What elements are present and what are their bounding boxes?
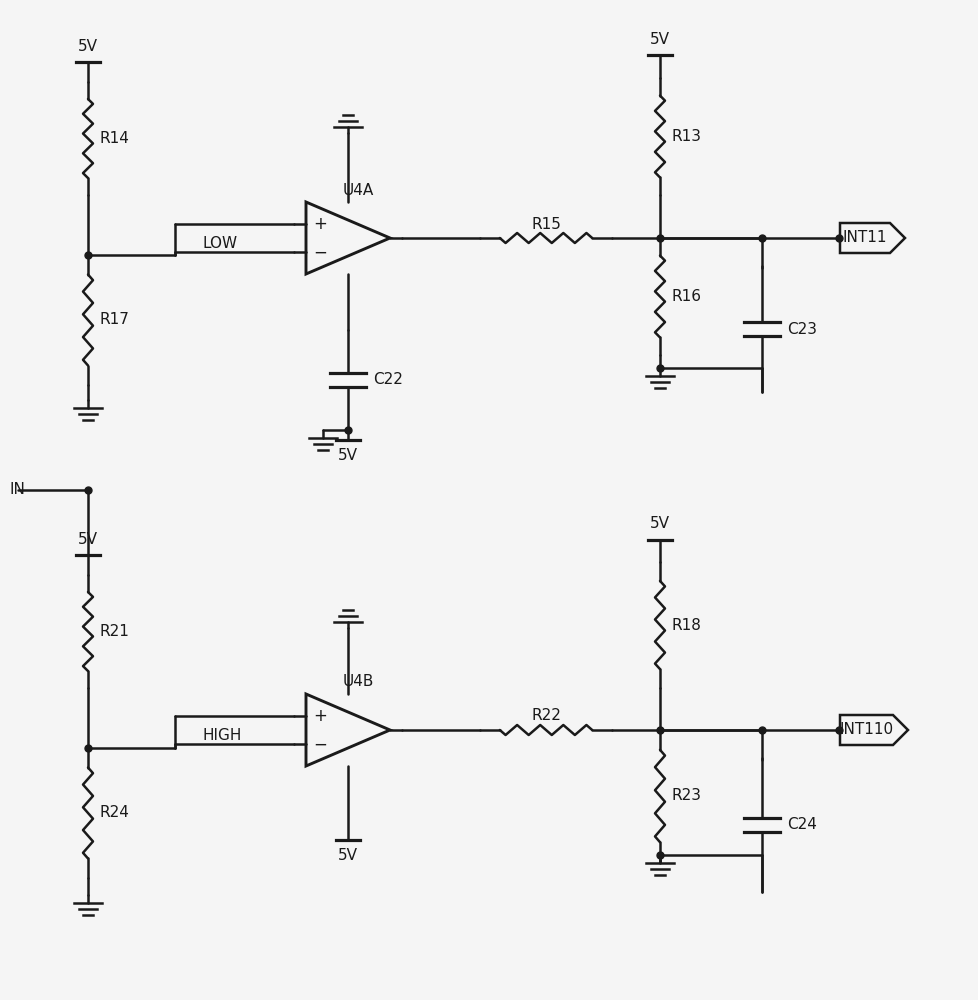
Text: −: − — [313, 735, 327, 753]
Text: R16: R16 — [671, 289, 701, 304]
Text: INT110: INT110 — [838, 722, 893, 737]
Text: 5V: 5V — [337, 448, 358, 464]
Text: R13: R13 — [671, 129, 701, 144]
Text: 5V: 5V — [337, 848, 358, 863]
Text: R14: R14 — [100, 131, 130, 146]
Text: HIGH: HIGH — [202, 728, 243, 743]
Text: U4B: U4B — [342, 674, 374, 690]
Text: C23: C23 — [786, 322, 817, 336]
Text: C24: C24 — [786, 817, 816, 832]
Text: INT11: INT11 — [842, 231, 886, 245]
Text: −: − — [313, 243, 327, 261]
Text: 5V: 5V — [649, 32, 669, 47]
Text: R22: R22 — [530, 708, 560, 723]
Text: R15: R15 — [530, 217, 560, 232]
Text: R18: R18 — [671, 617, 701, 632]
Text: +: + — [313, 215, 327, 233]
Text: C22: C22 — [373, 372, 403, 387]
Text: U4A: U4A — [342, 183, 374, 198]
Text: R23: R23 — [671, 788, 701, 803]
Text: 5V: 5V — [78, 532, 98, 546]
Text: R21: R21 — [100, 624, 130, 639]
Text: +: + — [313, 707, 327, 725]
Text: LOW: LOW — [202, 235, 238, 250]
Text: 5V: 5V — [78, 39, 98, 54]
Text: R17: R17 — [100, 312, 130, 328]
Text: 5V: 5V — [649, 516, 669, 532]
Text: IN: IN — [10, 483, 25, 497]
Text: R24: R24 — [100, 805, 130, 820]
